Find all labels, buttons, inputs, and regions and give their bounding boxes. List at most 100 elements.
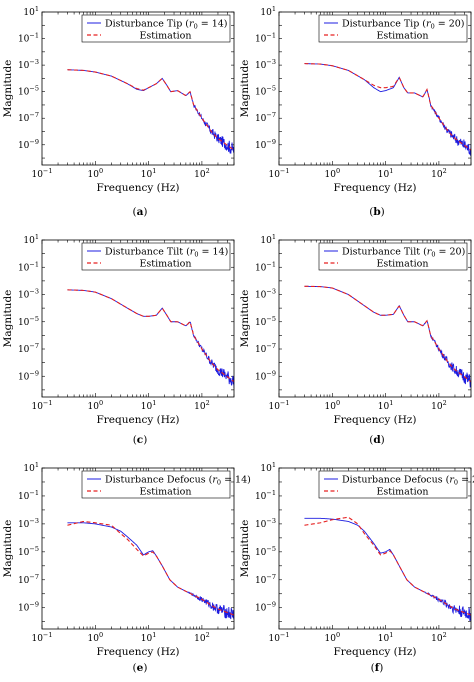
y-tick-label: 10−5 bbox=[255, 315, 276, 328]
legend: Disturbance Tilt (r0 = 14)Estimation bbox=[81, 242, 231, 271]
x-tick-label: 102 bbox=[431, 167, 447, 180]
estimation-series-line bbox=[67, 69, 234, 151]
y-tick-label: 10−7 bbox=[255, 573, 276, 586]
y-tick-label: 10−1 bbox=[255, 489, 276, 502]
x-tick-label: 102 bbox=[194, 167, 210, 180]
chart-panel-e: 10−1 100 101 102 101 10−1 10−3 10−5 10−7 10−9 Freq… bbox=[2, 461, 251, 674]
plot-frame bbox=[278, 11, 472, 166]
y-tick-label: 10−7 bbox=[18, 342, 39, 355]
legend-box bbox=[81, 242, 231, 271]
y-tick-label: 101 bbox=[23, 461, 39, 474]
y-tick-label: 10−9 bbox=[255, 601, 276, 614]
x-tick-label: 100 bbox=[88, 399, 104, 412]
y-tick-label: 10−9 bbox=[255, 138, 276, 151]
y-tick-label: 101 bbox=[260, 461, 276, 474]
legend: Disturbance Defocus (r0 = 20)Estimation bbox=[318, 470, 474, 499]
x-axis-label: Frequency (Hz) bbox=[96, 646, 179, 658]
estimation-series-line bbox=[304, 63, 471, 151]
y-tick-label: 10−3 bbox=[18, 517, 39, 530]
y-axis-label: Magnitude bbox=[2, 290, 14, 348]
legend-entry: Estimation bbox=[376, 487, 428, 498]
subfigure-label: (a) bbox=[132, 206, 147, 218]
y-tick-label: 10−7 bbox=[18, 573, 39, 586]
y-axis-label: Magnitude bbox=[2, 60, 14, 118]
estimation-series-line bbox=[304, 285, 471, 383]
legend-entry: Disturbance Defocus (r0 = 20) bbox=[342, 475, 474, 487]
legend-box bbox=[318, 470, 468, 499]
legend-entry: Disturbance Tilt (r0 = 20) bbox=[342, 247, 465, 259]
estimation-series-line bbox=[67, 289, 234, 383]
disturbance-series-line bbox=[304, 517, 471, 621]
plot-frame bbox=[41, 239, 235, 398]
x-tick-label: 100 bbox=[88, 631, 104, 644]
y-axis-label: Magnitude bbox=[239, 520, 251, 578]
y-tick-label: 10−7 bbox=[255, 342, 276, 355]
subfigure-label: (f) bbox=[371, 662, 384, 674]
x-tick-label: 10−1 bbox=[31, 631, 52, 644]
legend-box bbox=[318, 14, 468, 43]
subfigure-label: (c) bbox=[133, 434, 148, 446]
y-tick-label: 10−9 bbox=[18, 138, 39, 151]
y-tick-label: 10−5 bbox=[18, 315, 39, 328]
estimation-series-line bbox=[304, 516, 471, 616]
x-tick-label: 10−1 bbox=[268, 167, 289, 180]
x-axis-label: Frequency (Hz) bbox=[333, 414, 416, 426]
x-axis-label: Frequency (Hz) bbox=[333, 182, 416, 194]
y-tick-label: 10−3 bbox=[18, 58, 39, 71]
legend: Disturbance Defocus (r0 = 14)Estimation bbox=[81, 470, 251, 499]
x-axis-label: Frequency (Hz) bbox=[96, 182, 179, 194]
x-tick-label: 102 bbox=[194, 631, 210, 644]
x-tick-label: 10−1 bbox=[268, 399, 289, 412]
legend-entry: Estimation bbox=[139, 487, 191, 498]
y-tick-label: 10−1 bbox=[18, 260, 39, 273]
x-tick-label: 101 bbox=[378, 167, 394, 180]
legend-box bbox=[81, 470, 231, 499]
x-tick-label: 100 bbox=[88, 167, 104, 180]
legend-entry: Disturbance Tip (r0 = 14) bbox=[105, 19, 228, 31]
x-tick-label: 101 bbox=[141, 631, 157, 644]
disturbance-series-line bbox=[67, 289, 234, 389]
y-tick-label: 10−5 bbox=[18, 85, 39, 98]
x-tick-label: 10−1 bbox=[31, 399, 52, 412]
y-tick-label: 10−1 bbox=[18, 489, 39, 502]
legend-entry: Disturbance Tilt (r0 = 14) bbox=[105, 247, 228, 259]
legend-box bbox=[81, 14, 231, 43]
x-tick-label: 100 bbox=[325, 167, 341, 180]
x-tick-label: 100 bbox=[325, 631, 341, 644]
y-tick-label: 10−7 bbox=[18, 111, 39, 124]
x-tick-label: 101 bbox=[141, 167, 157, 180]
y-tick-label: 10−3 bbox=[18, 288, 39, 301]
plot-frame bbox=[278, 239, 472, 398]
x-tick-label: 101 bbox=[378, 399, 394, 412]
y-tick-label: 10−3 bbox=[255, 288, 276, 301]
plot-frame bbox=[278, 467, 472, 630]
disturbance-series-line bbox=[304, 285, 471, 388]
legend: Disturbance Tilt (r0 = 20)Estimation bbox=[318, 242, 468, 271]
y-tick-label: 10−3 bbox=[255, 58, 276, 71]
y-tick-label: 101 bbox=[23, 233, 39, 246]
x-axis-label: Frequency (Hz) bbox=[96, 414, 179, 426]
subfigure-label: (b) bbox=[369, 206, 385, 218]
chart-panel-b: 10−1 100 101 102 101 10−1 10−3 10−5 10−7 10−9 Freq… bbox=[239, 5, 472, 218]
y-axis-label: Magnitude bbox=[239, 60, 251, 118]
x-tick-label: 101 bbox=[141, 399, 157, 412]
y-tick-label: 101 bbox=[260, 5, 276, 18]
y-tick-label: 10−9 bbox=[18, 601, 39, 614]
chart-panel-a: 10−1 100 101 102 101 10−1 10−3 10−5 10−7 10−9 Freq… bbox=[2, 5, 235, 218]
chart-panel-c: 10−1 100 101 102 101 10−1 10−3 10−5 10−7 10−9 Freq… bbox=[2, 233, 235, 446]
legend: Disturbance Tip (r0 = 20)Estimation bbox=[318, 14, 468, 43]
disturbance-series-line bbox=[304, 63, 471, 156]
y-axis-label: Magnitude bbox=[239, 290, 251, 348]
x-tick-label: 10−1 bbox=[268, 631, 289, 644]
y-tick-label: 101 bbox=[23, 5, 39, 18]
y-tick-label: 10−1 bbox=[255, 32, 276, 45]
legend-entry: Estimation bbox=[376, 31, 428, 42]
x-tick-label: 102 bbox=[194, 399, 210, 412]
legend-entry: Estimation bbox=[376, 259, 428, 270]
x-tick-label: 101 bbox=[378, 631, 394, 644]
x-tick-label: 100 bbox=[325, 399, 341, 412]
disturbance-series-line bbox=[67, 69, 234, 154]
x-tick-label: 10−1 bbox=[31, 167, 52, 180]
legend-entry: Estimation bbox=[139, 259, 191, 270]
